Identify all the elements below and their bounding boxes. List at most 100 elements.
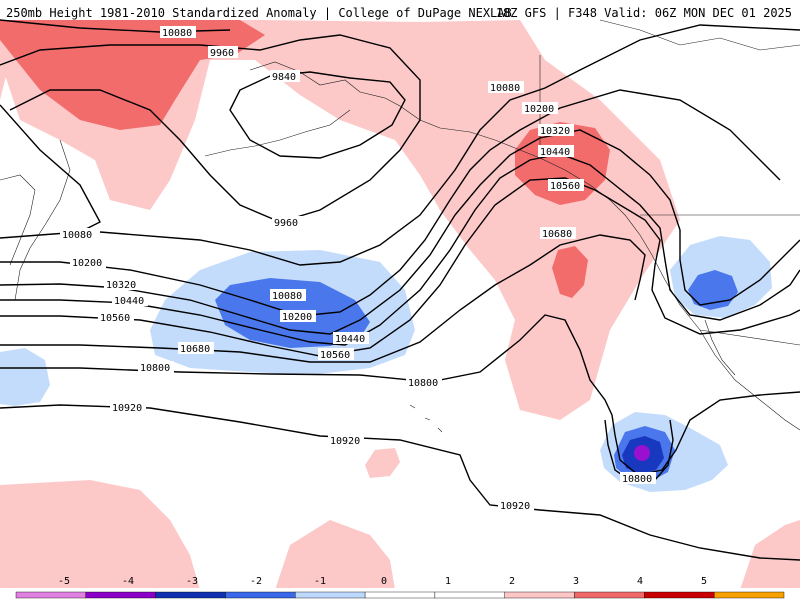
colorbar-tick-label: 4 <box>637 576 643 587</box>
colorbar-tick-label: 0 <box>381 576 387 587</box>
label-10200-right: 10200 <box>522 102 558 115</box>
coastline-hudson <box>599 19 800 51</box>
colorbar-tick-label: 5 <box>701 576 707 587</box>
svg-text:10800: 10800 <box>140 363 170 374</box>
anomaly-pos1-north-pacific <box>0 20 680 420</box>
svg-text:10320: 10320 <box>540 126 570 137</box>
label-10800-mid: 10800 <box>406 376 442 389</box>
colorbar-tick-label: -5 <box>58 576 70 587</box>
anomaly-pos1-south-3 <box>365 448 400 478</box>
colorbar-tick-label: 2 <box>509 576 515 587</box>
anomaly-pos2-bc <box>515 122 610 205</box>
colorbar-cell <box>644 591 715 599</box>
svg-text:10560: 10560 <box>100 313 130 324</box>
coastline-aleutians <box>204 109 351 157</box>
colorbar-cell <box>155 591 226 599</box>
label-10080-top: 10080 <box>160 26 196 39</box>
colorbar-tick-label: -2 <box>250 576 262 587</box>
svg-text:10080: 10080 <box>62 230 92 241</box>
label-10680-right: 10680 <box>540 227 576 240</box>
colorbar-cell <box>434 591 505 599</box>
colorbar-cell <box>713 591 785 599</box>
contour-10320 <box>0 129 800 335</box>
svg-text:10560: 10560 <box>320 350 350 361</box>
anomaly-neg4-mexico <box>634 445 650 461</box>
svg-text:10080: 10080 <box>272 291 302 302</box>
label-9960-top: 9960 <box>208 46 238 59</box>
colorbar-tick-label: 3 <box>573 576 579 587</box>
label-10080-right: 10080 <box>488 81 524 94</box>
anomaly-pos1-south-4 <box>740 520 800 590</box>
svg-text:10440: 10440 <box>335 334 365 345</box>
colorbar-tick-label: -3 <box>186 576 198 587</box>
colorbar-cell <box>504 591 575 599</box>
colorbar-labels: -5 -4 -3 -2 -1 0 1 2 3 4 5 <box>58 576 707 587</box>
colorbar-cells <box>15 591 785 599</box>
colorbar-tick-label: -1 <box>314 576 326 587</box>
svg-text:10200: 10200 <box>72 258 102 269</box>
label-10440-left: 10440 <box>112 294 148 307</box>
anomaly-pos1-south-1 <box>0 480 200 590</box>
anomaly-pos1-south-2 <box>275 520 395 590</box>
label-10320-right: 10320 <box>538 124 574 137</box>
svg-text:10440: 10440 <box>540 147 570 158</box>
contour-label-layer: 10080 9960 9840 9960 10080 10200 10320 1… <box>60 26 656 512</box>
svg-text:10080: 10080 <box>490 83 520 94</box>
label-10560-mid: 10560 <box>318 348 354 361</box>
colorbar-tick-label: 1 <box>445 576 451 587</box>
label-10920-left: 10920 <box>110 401 146 414</box>
svg-text:9840: 9840 <box>272 72 296 83</box>
contour-10560 <box>0 177 800 357</box>
colorbar-cell <box>85 591 156 599</box>
anomaly-neg1-leftedge <box>0 348 50 406</box>
label-10560-right: 10560 <box>548 179 584 192</box>
coastline-baja <box>704 319 736 376</box>
model-valid-time: 18Z GFS | F348 Valid: 06Z MON DEC 01 202… <box>495 6 792 20</box>
label-10920-mid: 10920 <box>328 434 364 447</box>
anomaly-pos2-offshore <box>552 246 588 298</box>
label-10680-left: 10680 <box>178 342 214 355</box>
label-10440-right: 10440 <box>538 145 574 158</box>
label-10440-mid: 10440 <box>333 332 369 345</box>
svg-text:10800: 10800 <box>408 378 438 389</box>
coastline-bc <box>539 157 800 431</box>
coastline-asia <box>0 174 36 266</box>
colorbar-cell <box>364 591 436 599</box>
label-10320-left: 10320 <box>104 278 140 291</box>
svg-text:10920: 10920 <box>330 436 360 447</box>
label-9960-low: 9960 <box>272 216 302 229</box>
contour-10200 <box>0 89 781 317</box>
hawaii-islands <box>409 404 443 433</box>
colorbar-cell <box>225 591 296 599</box>
contour-10800 <box>0 314 800 476</box>
colorbar-cell <box>15 591 87 599</box>
coastline-alaska <box>249 61 541 159</box>
positive-anomaly-layer <box>0 20 800 590</box>
svg-text:10200: 10200 <box>282 312 312 323</box>
label-10200-left: 10200 <box>70 256 106 269</box>
label-10560-left: 10560 <box>98 311 134 324</box>
anomaly-neg2-westcoast <box>688 270 738 310</box>
svg-text:10320: 10320 <box>106 280 136 291</box>
svg-text:10920: 10920 <box>500 501 530 512</box>
svg-text:10080: 10080 <box>162 28 192 39</box>
svg-text:10680: 10680 <box>542 229 572 240</box>
colorbar-tick-label: -4 <box>122 576 134 587</box>
label-10200-mid: 10200 <box>280 310 316 323</box>
colorbar-cell <box>574 591 645 599</box>
svg-text:10680: 10680 <box>180 344 210 355</box>
label-10080-mid: 10080 <box>270 289 306 302</box>
colorbar-cell <box>295 591 366 599</box>
colorbar: -5 -4 -3 -2 -1 0 1 2 3 4 5 <box>0 576 800 600</box>
svg-text:9960: 9960 <box>210 48 234 59</box>
svg-text:10440: 10440 <box>114 296 144 307</box>
svg-text:10800: 10800 <box>622 474 652 485</box>
label-10800-left: 10800 <box>138 361 174 374</box>
map-title: 250mb Height 1981-2010 Standardized Anom… <box>6 6 512 20</box>
contour-10440 <box>0 153 800 346</box>
label-10080-left: 10080 <box>60 228 96 241</box>
label-9840: 9840 <box>270 70 300 83</box>
svg-text:10200: 10200 <box>524 104 554 115</box>
